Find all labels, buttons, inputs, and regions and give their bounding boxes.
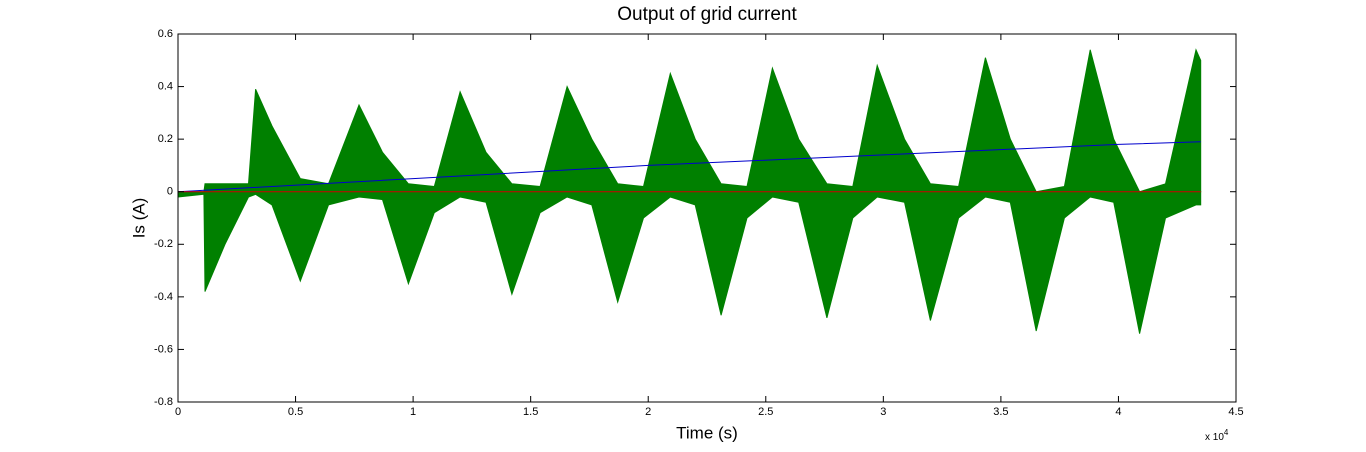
y-tick-label: 0.2 (158, 133, 173, 145)
y-axis-label: Is (A) (129, 198, 148, 239)
y-tick-label: 0.6 (158, 28, 173, 40)
y-tick-label: 0.4 (158, 80, 173, 92)
plot-frame (177, 33, 1237, 403)
y-tick-label: -0.6 (154, 343, 173, 355)
x-multiplier: x 104 (1205, 428, 1229, 443)
signal-area (177, 48, 1202, 195)
x-multiplier-exponent: 4 (1224, 428, 1229, 437)
line (177, 141, 1201, 193)
x-tick-label: 2.5 (758, 406, 773, 418)
x-tick-label: 0.5 (288, 406, 303, 418)
x-axis-label: Time (s) (676, 423, 738, 442)
x-tick-label: 0 (175, 406, 181, 418)
y-tick-label: -0.2 (154, 238, 173, 250)
y-tick-label: -0.4 (154, 291, 173, 303)
x-tick-label: 4.5 (1228, 406, 1243, 418)
x-multiplier-base: x 10 (1205, 432, 1224, 443)
x-tick-label: 3 (880, 406, 886, 418)
y-tick-label: 0 (167, 186, 173, 198)
signal-area (177, 191, 1202, 334)
y-tick-label: -0.8 (154, 396, 173, 408)
x-tick-label: 2 (645, 406, 651, 418)
chart-title: Output of grid current (617, 4, 797, 25)
x-tick-label: 4 (1115, 406, 1121, 418)
x-tick-label: 1.5 (523, 406, 538, 418)
x-tick-label: 3.5 (993, 406, 1008, 418)
x-tick-label: 1 (410, 406, 416, 418)
